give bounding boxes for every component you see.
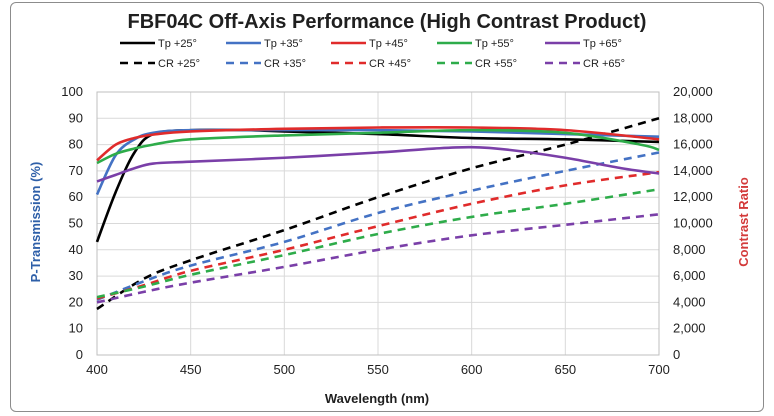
y-left-tick-label: 20 — [69, 294, 83, 309]
x-tick-label: 400 — [86, 362, 108, 377]
y-axis-left-label: P-Transmission (%) — [28, 162, 43, 283]
y-right-tick-label: 14,000 — [673, 163, 713, 178]
series-line-cr-45 — [96, 170, 660, 300]
y-right-tick-label: 6,000 — [673, 268, 706, 283]
y-right-tick-label: 8,000 — [673, 242, 706, 257]
legend-label: CR +55° — [475, 58, 517, 70]
legend-label: Tp +65° — [583, 38, 622, 50]
y-left-tick-label: 10 — [69, 321, 83, 336]
legend-label: Tp +45° — [369, 38, 408, 50]
legend-label: CR +25° — [158, 58, 200, 70]
x-tick-label: 450 — [180, 362, 202, 377]
y-left-tick-label: 70 — [69, 163, 83, 178]
series-line-cr-65 — [96, 212, 660, 304]
tick-layer: 0 0 10 2,000 20 4,000 30 6,000 40 8,000 50 10,000 60… — [61, 84, 712, 377]
x-tick-label: 550 — [367, 362, 389, 377]
chart-frame — [10, 2, 764, 412]
y-right-tick-label: 20,000 — [673, 84, 713, 99]
series-line-tp-55 — [96, 128, 660, 165]
y-right-tick-label: 0 — [673, 347, 680, 362]
plot-area-border — [96, 91, 660, 356]
y-right-tick-label: 10,000 — [673, 216, 713, 231]
y-left-tick-label: 0 — [76, 347, 83, 362]
series-line-cr-25 — [96, 117, 660, 311]
y-left-tick-label: 80 — [69, 137, 83, 152]
series-line-cr-55 — [96, 188, 660, 299]
series-line-cr-35 — [96, 151, 660, 301]
y-left-tick-label: 60 — [69, 189, 83, 204]
y-right-tick-label: 12,000 — [673, 189, 713, 204]
legend-label: Tp +55° — [475, 38, 514, 50]
x-axis-label: Wavelength (nm) — [325, 391, 429, 406]
series-line-tp-45 — [96, 125, 660, 162]
legend-label: CR +65° — [583, 58, 625, 70]
y-right-tick-label: 18,000 — [673, 110, 713, 125]
y-left-tick-label: 30 — [69, 268, 83, 283]
y-right-tick-label: 16,000 — [673, 137, 713, 152]
y-axis-right-label: Contrast Ratio — [736, 177, 751, 267]
legend-label: CR +45° — [369, 58, 411, 70]
series-layer — [95, 117, 660, 311]
x-tick-label: 700 — [648, 362, 670, 377]
y-left-tick-label: 90 — [69, 110, 83, 125]
chart-title: FBF04C Off-Axis Performance (High Contra… — [127, 11, 647, 33]
x-tick-label: 650 — [554, 362, 576, 377]
y-left-tick-label: 40 — [69, 242, 83, 257]
y-left-tick-label: 50 — [69, 216, 83, 231]
legend-label: Tp +25° — [158, 38, 197, 50]
y-left-tick-label: 100 — [61, 84, 83, 99]
x-tick-label: 500 — [273, 362, 295, 377]
legend-layer: Tp +25° Tp +35° Tp +45° Tp +55° Tp +65° CR +2… — [120, 38, 625, 70]
legend-label: Tp +35° — [264, 38, 303, 50]
y-right-tick-label: 4,000 — [673, 294, 706, 309]
grid-layer — [96, 91, 660, 356]
x-tick-label: 600 — [461, 362, 483, 377]
series-line-tp-65 — [96, 145, 660, 183]
legend-label: CR +35° — [264, 58, 306, 70]
y-right-tick-label: 2,000 — [673, 321, 706, 336]
